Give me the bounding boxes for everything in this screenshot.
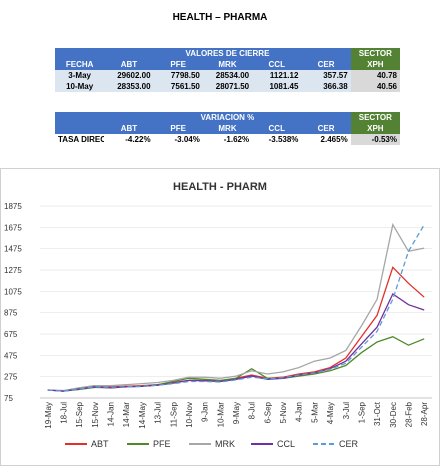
cell: -3.04% [153,134,203,145]
variation-table: VARIACION % SECTOR ABT PFE MRK CCL CER XPH TASA … [55,112,400,145]
column-header: FECHA [55,59,105,70]
column-header: PFE [153,59,203,70]
cell: 1121.12 [252,70,302,81]
cell: -1.62% [202,134,253,145]
x-tick-label: 9-Jan [201,402,210,422]
cell: 7798.50 [153,70,203,81]
series-line [47,224,425,392]
header-cell [55,112,105,123]
header-cell [55,48,105,59]
legend-label: CCL [277,439,295,449]
y-tick-label: 675 [4,330,18,339]
series-line [47,222,425,392]
cell: -3.538% [252,134,302,145]
x-tick-label: 3-Jul [342,402,351,420]
y-tick-label: 1875 [4,202,22,211]
legend-label: MRK [215,439,235,449]
chart-title: HEALTH - PHARM [173,181,267,193]
column-header: MRK [202,123,253,134]
x-tick-label: 31-Oct [373,401,382,426]
cell: 357.57 [301,70,351,81]
y-tick-label: 875 [4,309,18,318]
x-tick-label: 4-Jan [295,402,304,422]
y-tick-label: 275 [4,373,18,382]
group-header: VALORES DE CIERRE [104,48,351,59]
header-row: VARIACION % SECTOR [55,112,400,123]
chart: HEALTH - PHARM 75 275 475 675 875 1075 1275 147… [0,168,440,466]
column-header: ABT [104,59,154,70]
y-tick-label: 1475 [4,245,22,254]
cell: 29602.00 [104,70,154,81]
column-header: XPH [350,59,400,70]
closing-table: VALORES DE CIERRE SECTOR FECHA ABT PFE MRK CCL… [55,48,400,92]
y-tick-label: 1275 [4,266,22,275]
cell: 1081.45 [252,81,302,92]
y-tick-label: 475 [4,351,18,360]
x-tick-label: 19-May [44,402,53,429]
cell: 40.78 [350,70,400,81]
x-tick-label: 13-Jul [154,402,163,424]
page-title: HEALTH – PHARMA [172,12,268,23]
column-header: ABT [104,123,154,134]
cell: 28353.00 [104,81,154,92]
legend-label: ABT [91,439,109,449]
column-header: PFE [153,123,203,134]
row-label: TASA DIREC. [55,134,105,145]
y-tick-label: 1675 [4,223,22,232]
x-tick-label: 5-Mar [310,402,319,423]
data-row: 10-May 28353.00 7561.50 28071.50 1081.45 366.… [55,81,400,92]
cell: 7561.50 [153,81,203,92]
x-tick-label: 8-Jul [248,402,257,420]
legend-label: PFE [153,439,171,449]
cell: 28534.00 [202,70,253,81]
column-header: MRK [202,59,253,70]
y-tick-label: 75 [4,394,13,403]
header-row: ABT PFE MRK CCL CER XPH [55,123,400,134]
series-line [47,293,425,392]
row-label: 3-May [55,70,105,81]
column-header: CER [301,123,351,134]
cell: 2.465% [301,134,351,145]
x-tick-label: 30-Dec [389,402,398,428]
x-tick-label: 15-Nov [91,402,100,428]
header-row: FECHA ABT PFE MRK CCL CER XPH [55,59,400,70]
cell: 40.56 [350,81,400,92]
x-tick-label: 1-Sep [357,401,366,423]
x-tick-label: 10-Nov [185,402,194,428]
cell: 366.38 [301,81,351,92]
x-tick-label: 5-Nov [279,402,288,423]
x-tick-label: 4-May [326,402,335,424]
cell: -4.22% [104,134,154,145]
x-tick-label: 15-Sep [75,401,84,427]
header-cell [55,123,105,134]
row-label: 10-May [55,81,105,92]
data-row: 3-May 29602.00 7798.50 28534.00 1121.12 357.5… [55,70,400,81]
x-tick-label: 10-Mar [216,402,225,428]
x-tick-label: 14-Mar [122,402,131,428]
column-header: CER [301,59,351,70]
column-header: CCL [252,59,302,70]
legend-label: CER [339,439,359,449]
x-tick-label: 11-Sep [169,401,178,427]
cell: 28071.50 [202,81,253,92]
column-header: XPH [350,123,400,134]
group-header: VARIACION % [104,112,351,123]
x-tick-label: 18-Jul [60,402,69,424]
column-header: CCL [252,123,302,134]
x-tick-label: 28-Feb [404,401,413,427]
x-tick-label: 6-Sep [263,401,272,423]
header-row: VALORES DE CIERRE SECTOR [55,48,400,59]
sector-header: SECTOR [350,112,400,123]
x-tick-label: 9-May [232,402,241,424]
x-tick-label: 14-Jan [107,402,116,426]
sector-header: SECTOR [350,48,400,59]
data-row: TASA DIREC. -4.22% -3.04% -1.62% -3.538% 2.46… [55,134,400,145]
y-tick-label: 1075 [4,287,22,296]
x-tick-label: 14-May [138,402,147,429]
x-tick-label: 28-Apr [420,402,429,426]
cell: -0.53% [350,134,400,145]
